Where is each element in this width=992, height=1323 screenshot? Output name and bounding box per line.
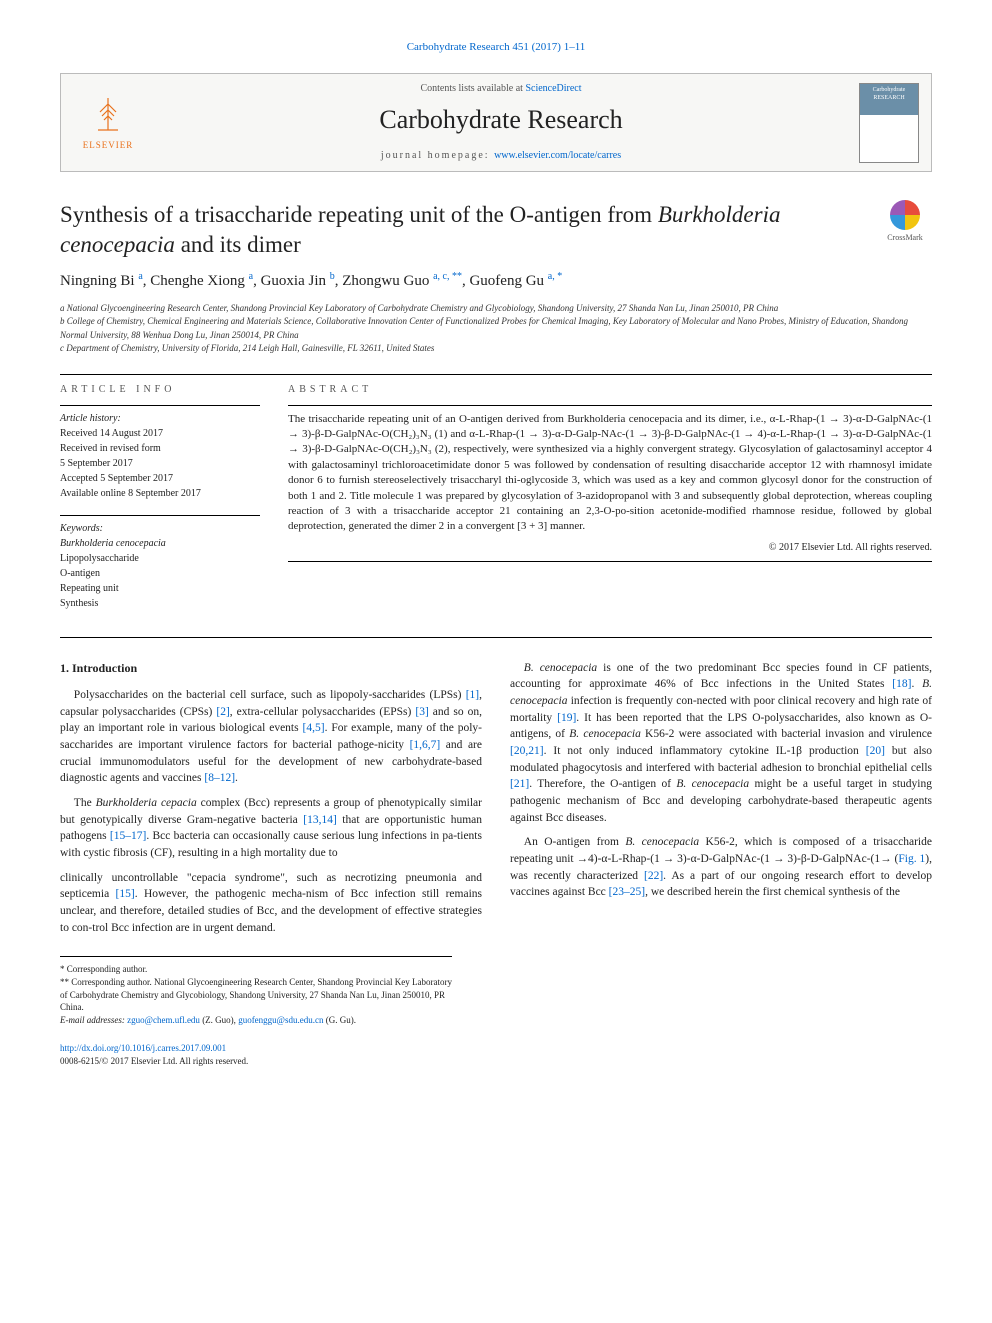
email-link[interactable]: guofenggu@sdu.edu.cn xyxy=(238,1015,323,1025)
history-line: Accepted 5 September 2017 xyxy=(60,471,260,486)
affiliations-block: a National Glycoengineering Research Cen… xyxy=(60,302,932,356)
doi-link[interactable]: http://dx.doi.org/10.1016/j.carres.2017.… xyxy=(60,1043,226,1053)
authors-line: Ningning Bi a, Chenghe Xiong a, Guoxia J… xyxy=(60,270,932,292)
footnote-line: * Corresponding author. xyxy=(60,963,452,976)
affiliation: a National Glycoengineering Research Cen… xyxy=(60,302,932,316)
abstract-copyright: © 2017 Elsevier Ltd. All rights reserved… xyxy=(288,541,932,555)
abstract-heading: ABSTRACT xyxy=(288,383,932,397)
history-line: Received in revised form xyxy=(60,441,260,456)
article-info-column: ARTICLE INFO Article history: Received 1… xyxy=(60,383,260,611)
journal-homepage-line: journal homepage: www.elsevier.com/locat… xyxy=(143,149,859,163)
history-label: Article history: xyxy=(60,412,260,426)
abstract-text: The trisaccharide repeating unit of an O… xyxy=(288,412,932,535)
crossmark-badge[interactable]: CrossMark xyxy=(878,200,932,243)
body-paragraph: The Burkholderia cepacia complex (Bcc) r… xyxy=(60,795,482,862)
keyword: Burkholderia cenocepacia xyxy=(60,536,260,551)
body-paragraph: B. cenocepacia is one of the two predomi… xyxy=(510,660,932,827)
abstract-column: ABSTRACT The trisaccharide repeating uni… xyxy=(288,383,932,611)
keywords-label: Keywords: xyxy=(60,522,260,536)
elsevier-tree-icon xyxy=(88,94,128,139)
elsevier-label: ELSEVIER xyxy=(83,139,134,152)
article-body: 1. Introduction Polysaccharides on the b… xyxy=(60,660,932,937)
body-paragraph: Polysaccharides on the bacterial cell su… xyxy=(60,687,482,787)
crossmark-icon xyxy=(890,200,920,230)
journal-cover-thumb[interactable]: Carbohydrate RESEARCH xyxy=(859,83,919,163)
header-citation[interactable]: Carbohydrate Research 451 (2017) 1–11 xyxy=(60,40,932,55)
footer-block: http://dx.doi.org/10.1016/j.carres.2017.… xyxy=(60,1042,932,1067)
history-line: Available online 8 September 2017 xyxy=(60,486,260,501)
contents-list-line: Contents lists available at ScienceDirec… xyxy=(143,82,859,96)
keyword: Synthesis xyxy=(60,596,260,611)
journal-homepage-link[interactable]: www.elsevier.com/locate/carres xyxy=(494,150,621,161)
body-paragraph: clinically uncontrollable "cepacia syndr… xyxy=(60,870,482,937)
journal-banner: ELSEVIER Contents lists available at Sci… xyxy=(60,73,932,171)
section-heading: 1. Introduction xyxy=(60,660,482,677)
article-info-heading: ARTICLE INFO xyxy=(60,383,260,397)
crossmark-label: CrossMark xyxy=(878,232,932,243)
keyword: Lipopolysaccharide xyxy=(60,551,260,566)
issn-copyright: 0008-6215/© 2017 Elsevier Ltd. All right… xyxy=(60,1055,932,1068)
keyword: O-antigen xyxy=(60,566,260,581)
affiliation: b College of Chemistry, Chemical Enginee… xyxy=(60,315,932,342)
journal-name: Carbohydrate Research xyxy=(143,102,859,138)
divider xyxy=(60,374,932,375)
elsevier-logo[interactable]: ELSEVIER xyxy=(73,94,143,152)
history-line: 5 September 2017 xyxy=(60,456,260,471)
sciencedirect-link[interactable]: ScienceDirect xyxy=(525,83,581,94)
affiliation: c Department of Chemistry, University of… xyxy=(60,342,932,356)
footnote-line: ** Corresponding author. National Glycoe… xyxy=(60,976,452,1014)
footnotes-block: * Corresponding author. ** Corresponding… xyxy=(60,956,452,1026)
body-paragraph: An O-antigen from B. cenocepacia K56-2, … xyxy=(510,834,932,901)
divider xyxy=(60,637,932,638)
email-link[interactable]: zguo@chem.ufl.edu xyxy=(127,1015,200,1025)
article-title: Synthesis of a trisaccharide repeating u… xyxy=(60,200,868,260)
footnote-emails: E-mail addresses: zguo@chem.ufl.edu (Z. … xyxy=(60,1014,452,1027)
keyword: Repeating unit xyxy=(60,581,260,596)
history-line: Received 14 August 2017 xyxy=(60,426,260,441)
